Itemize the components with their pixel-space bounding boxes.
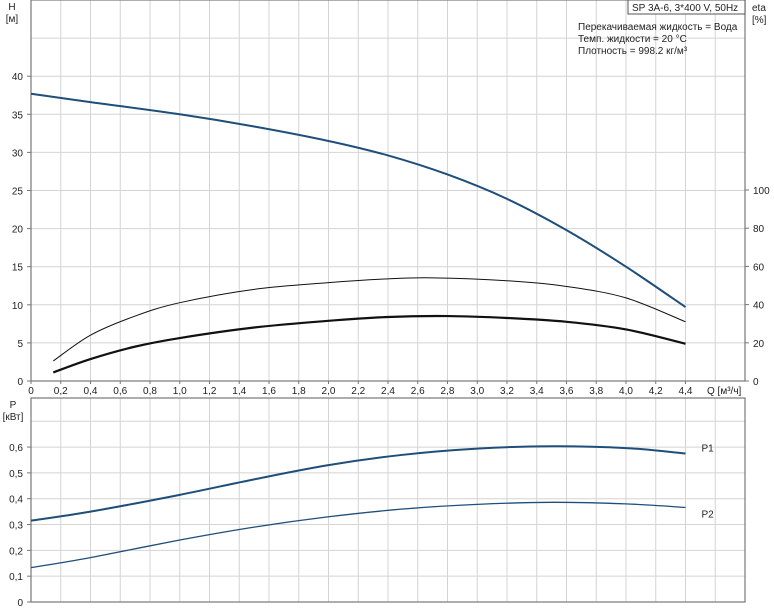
bottom-plot-frame [30, 397, 746, 603]
efficiency-curve-1 [53, 277, 686, 362]
y-axis-unit: [м] [6, 14, 19, 25]
y-tick-label: 30 [12, 148, 24, 159]
power-curve-p1 [30, 445, 686, 522]
x-tick-label: 4,0 [619, 386, 633, 397]
y-axis-label: H [8, 2, 15, 13]
y2-tick-label: 0 [753, 377, 759, 388]
x-tick-label: 0,8 [143, 386, 157, 397]
x-tick-label: 0,2 [54, 386, 68, 397]
info-density: Плотность = 998.2 кг/м³ [578, 46, 688, 57]
head-curve [30, 92, 687, 308]
x-tick-label: 2,8 [441, 386, 455, 397]
efficiency-curve-2 [52, 314, 686, 374]
p-tick-label: 0,4 [9, 495, 23, 506]
x-tick-label: 1,6 [262, 386, 276, 397]
power-curve-p2 [30, 501, 686, 569]
y2-tick-label: 20 [753, 339, 765, 350]
y-tick-label: 35 [12, 110, 24, 121]
x-tick-label: 1,8 [292, 386, 306, 397]
p-axis-unit: [кВт] [3, 412, 24, 423]
y2-tick-label: 80 [753, 224, 765, 235]
info-liquid: Перекачиваемая жидкость = Вода [578, 22, 738, 33]
series-label-p1: P1 [702, 444, 715, 455]
x-tick-label: 3,2 [500, 386, 514, 397]
x-axis-label: Q [м³/ч] [707, 386, 742, 397]
y2-tick-label: 40 [753, 301, 765, 312]
x-tick-label: 2,2 [351, 386, 365, 397]
y-tick-label: 15 [12, 263, 24, 274]
p-tick-label: 0,5 [9, 469, 23, 480]
x-tick-label: 0,6 [113, 386, 127, 397]
series-label-p2: P2 [702, 509, 715, 520]
y2-axis-label: eta [752, 3, 766, 14]
x-tick-label: 4,2 [649, 386, 663, 397]
x-tick-label: 1,2 [203, 386, 217, 397]
x-tick-label: 2,4 [381, 386, 395, 397]
p-tick-label: 0 [17, 598, 23, 609]
p-tick-label: 0,1 [9, 572, 23, 583]
x-tick-label: 2,6 [411, 386, 425, 397]
y2-tick-label: 100 [753, 186, 770, 197]
y-tick-label: 25 [12, 187, 24, 198]
y-tick-label: 5 [17, 339, 23, 350]
y-tick-label: 20 [12, 225, 24, 236]
p-axis-label: P [10, 400, 17, 411]
y-tick-label: 0 [17, 377, 23, 388]
x-tick-label: 1,0 [173, 386, 187, 397]
x-tick-label: 3,8 [589, 386, 603, 397]
model-title-box [627, 0, 746, 15]
p-tick-label: 0,6 [9, 443, 23, 454]
model-title: SP 3A-6, 3*400 V, 50Hz [632, 3, 738, 14]
x-tick-label: 3,0 [470, 386, 484, 397]
x-tick-label: 0,4 [84, 386, 98, 397]
p-tick-label: 0,2 [9, 546, 23, 557]
info-temp: Темп. жидкости = 20 °C [578, 34, 687, 45]
y-tick-label: 10 [12, 301, 24, 312]
x-tick-label: 2,0 [322, 386, 336, 397]
y-tick-label: 40 [12, 72, 24, 83]
x-tick-label: 4,4 [679, 386, 693, 397]
x-tick-label: 3,4 [530, 386, 544, 397]
p-tick-label: 0,3 [9, 521, 23, 532]
x-tick-label: 1,4 [232, 386, 246, 397]
x-tick-label: 3,6 [560, 386, 574, 397]
x-tick-label: 0 [28, 386, 34, 397]
y2-axis-unit: [%] [752, 15, 767, 26]
y2-tick-label: 60 [753, 262, 765, 273]
